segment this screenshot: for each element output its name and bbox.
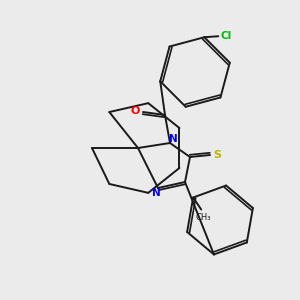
Text: O: O <box>130 106 140 116</box>
Text: N: N <box>169 134 177 144</box>
Text: Cl: Cl <box>221 31 232 41</box>
Text: CH₃: CH₃ <box>195 213 211 222</box>
Text: N: N <box>152 188 160 198</box>
Text: S: S <box>213 150 221 160</box>
